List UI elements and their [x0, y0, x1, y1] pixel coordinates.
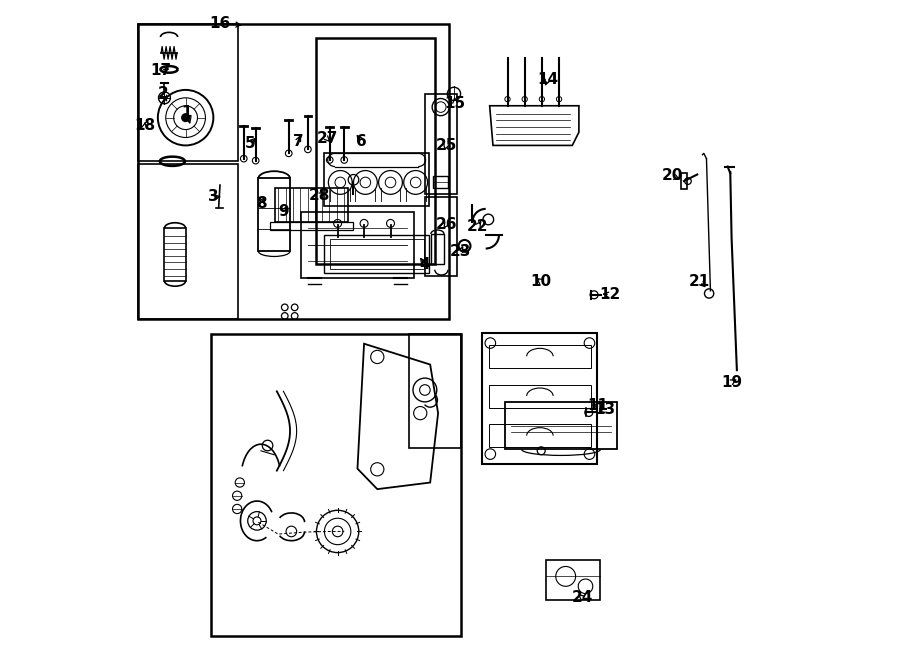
Circle shape [182, 114, 190, 122]
Bar [211, 334, 461, 636]
Text: 22: 22 [467, 219, 489, 233]
Bar [545, 560, 600, 600]
Text: 15: 15 [445, 96, 466, 110]
Text: 7: 7 [292, 134, 303, 149]
Text: 18: 18 [134, 118, 155, 133]
Bar [505, 402, 617, 449]
Text: 16: 16 [210, 17, 230, 31]
Text: 9: 9 [278, 204, 289, 219]
Text: 11: 11 [588, 399, 608, 413]
Bar [317, 38, 436, 264]
Text: 19: 19 [721, 375, 742, 389]
Text: 28: 28 [309, 188, 329, 203]
Text: 8: 8 [256, 196, 266, 211]
Bar [302, 212, 414, 278]
Bar [489, 345, 590, 368]
Bar [324, 235, 428, 273]
Text: 14: 14 [537, 72, 558, 87]
Bar [324, 153, 428, 206]
Text: 13: 13 [594, 403, 616, 417]
Bar [431, 234, 444, 264]
Bar [489, 385, 590, 408]
Text: 24: 24 [572, 590, 593, 605]
Bar [274, 188, 347, 222]
Bar [269, 222, 353, 230]
Bar [329, 239, 424, 269]
Text: 27: 27 [317, 132, 338, 146]
Bar [258, 178, 290, 251]
Text: 1: 1 [182, 105, 193, 120]
Text: 25: 25 [436, 138, 456, 153]
Text: 2: 2 [158, 87, 168, 101]
Bar [425, 94, 456, 194]
Text: 17: 17 [150, 63, 171, 77]
Text: 10: 10 [531, 274, 552, 289]
Bar [138, 24, 238, 161]
Text: 12: 12 [599, 288, 621, 302]
Text: 4: 4 [419, 257, 430, 272]
Bar [138, 164, 238, 319]
Bar [489, 424, 590, 447]
Text: 6: 6 [356, 134, 367, 149]
Text: 3: 3 [208, 190, 219, 204]
Text: 26: 26 [436, 217, 457, 232]
Text: 5: 5 [245, 136, 256, 151]
Text: 21: 21 [689, 274, 710, 289]
Text: 20: 20 [662, 169, 683, 183]
Bar [680, 173, 688, 189]
Text: 23: 23 [450, 244, 472, 258]
Bar [409, 334, 461, 448]
Bar [425, 197, 456, 276]
Bar [165, 228, 185, 281]
Bar [482, 333, 598, 464]
Bar [434, 176, 448, 188]
Bar [138, 24, 449, 319]
